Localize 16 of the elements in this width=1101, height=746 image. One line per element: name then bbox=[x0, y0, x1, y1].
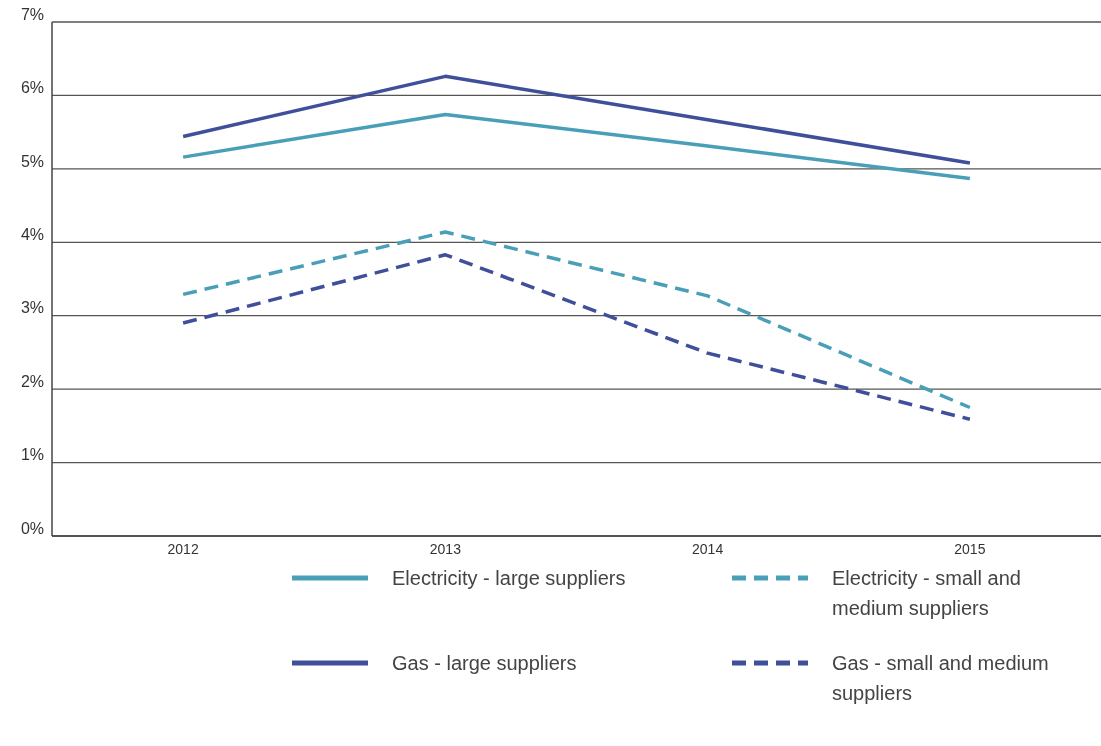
y-tick-label: 1% bbox=[20, 446, 44, 464]
legend-label: Electricity - large suppliers bbox=[392, 566, 626, 591]
y-tick-label: 5% bbox=[20, 152, 44, 170]
x-tick-label: 2012 bbox=[167, 540, 199, 557]
y-tick-label: 3% bbox=[20, 299, 44, 317]
y-tick-label: 4% bbox=[20, 225, 44, 243]
x-tick-label: 2015 bbox=[954, 540, 986, 557]
legend-label: Gas - large suppliers bbox=[392, 651, 577, 676]
legend-label: Gas - small and medium suppliers bbox=[832, 651, 1050, 706]
y-tick-label: 2% bbox=[20, 372, 44, 390]
y-tick-label: 0% bbox=[20, 519, 44, 537]
x-tick-label: 2014 bbox=[692, 540, 724, 557]
x-tick-label: 2013 bbox=[429, 540, 462, 557]
y-tick-label: 6% bbox=[20, 79, 44, 97]
y-tick-label: 7% bbox=[20, 5, 44, 23]
legend-label: Electricity - small and medium suppliers bbox=[832, 566, 1022, 621]
